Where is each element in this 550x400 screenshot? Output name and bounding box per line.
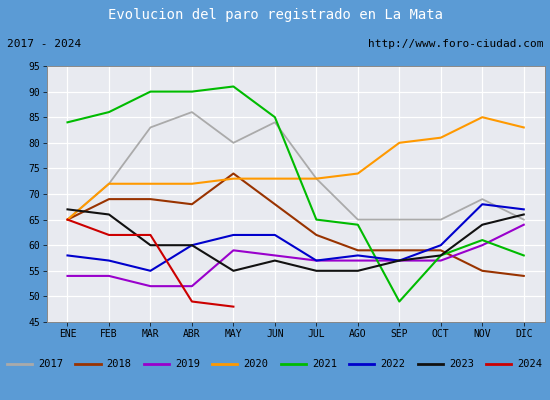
Text: Evolucion del paro registrado en La Mata: Evolucion del paro registrado en La Mata xyxy=(107,8,443,22)
Text: 2018: 2018 xyxy=(107,360,131,370)
Text: 2024: 2024 xyxy=(518,360,542,370)
Text: 2020: 2020 xyxy=(244,360,268,370)
Text: 2017: 2017 xyxy=(38,360,63,370)
Text: 2023: 2023 xyxy=(449,360,474,370)
Text: 2022: 2022 xyxy=(381,360,405,370)
Text: http://www.foro-ciudad.com: http://www.foro-ciudad.com xyxy=(368,39,543,49)
Text: 2019: 2019 xyxy=(175,360,200,370)
Text: 2021: 2021 xyxy=(312,360,337,370)
Text: 2017 - 2024: 2017 - 2024 xyxy=(7,39,81,49)
